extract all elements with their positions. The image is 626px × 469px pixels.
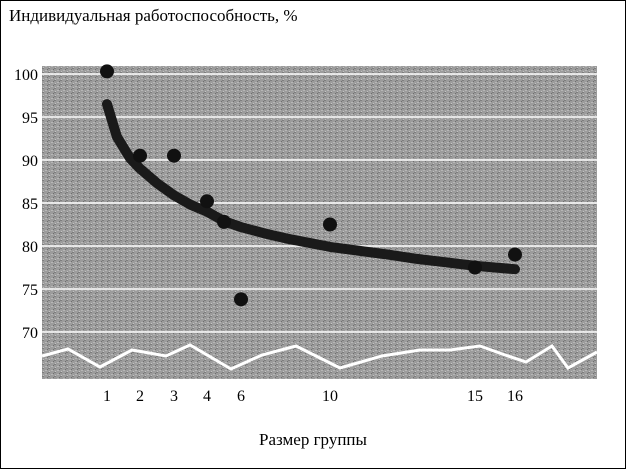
data-point <box>234 292 248 307</box>
y-tick-85: 85 <box>22 196 38 213</box>
y-tick-70: 70 <box>22 325 38 342</box>
y-tick-75: 75 <box>22 282 38 299</box>
y-tick-80: 80 <box>22 239 38 256</box>
plot-area <box>42 66 597 379</box>
x-tick-16: 16 <box>507 388 523 405</box>
bottom-zigzag <box>41 343 598 371</box>
y-tick-100: 100 <box>14 67 38 84</box>
x-tick-10: 10 <box>322 388 338 405</box>
data-point <box>200 194 214 209</box>
data-point <box>468 260 482 275</box>
data-point <box>323 217 337 232</box>
y-tick-90: 90 <box>22 153 38 170</box>
chart-title: Индивидуальная работоспособность, % <box>9 6 298 25</box>
trend-line <box>102 99 520 275</box>
x-tick-4: 4 <box>203 388 211 405</box>
x-tick-2: 2 <box>136 388 144 405</box>
x-tick-15: 15 <box>467 388 483 405</box>
data-point <box>217 214 231 229</box>
x-tick-1: 1 <box>103 388 111 405</box>
data-point <box>167 148 181 163</box>
data-point <box>508 247 522 262</box>
x-tick-6: 6 <box>237 388 245 405</box>
data-point <box>100 64 114 79</box>
x-axis-label: Размер группы <box>259 430 367 449</box>
x-tick-3: 3 <box>170 388 178 405</box>
data-point <box>133 148 147 163</box>
y-tick-95: 95 <box>22 110 38 127</box>
